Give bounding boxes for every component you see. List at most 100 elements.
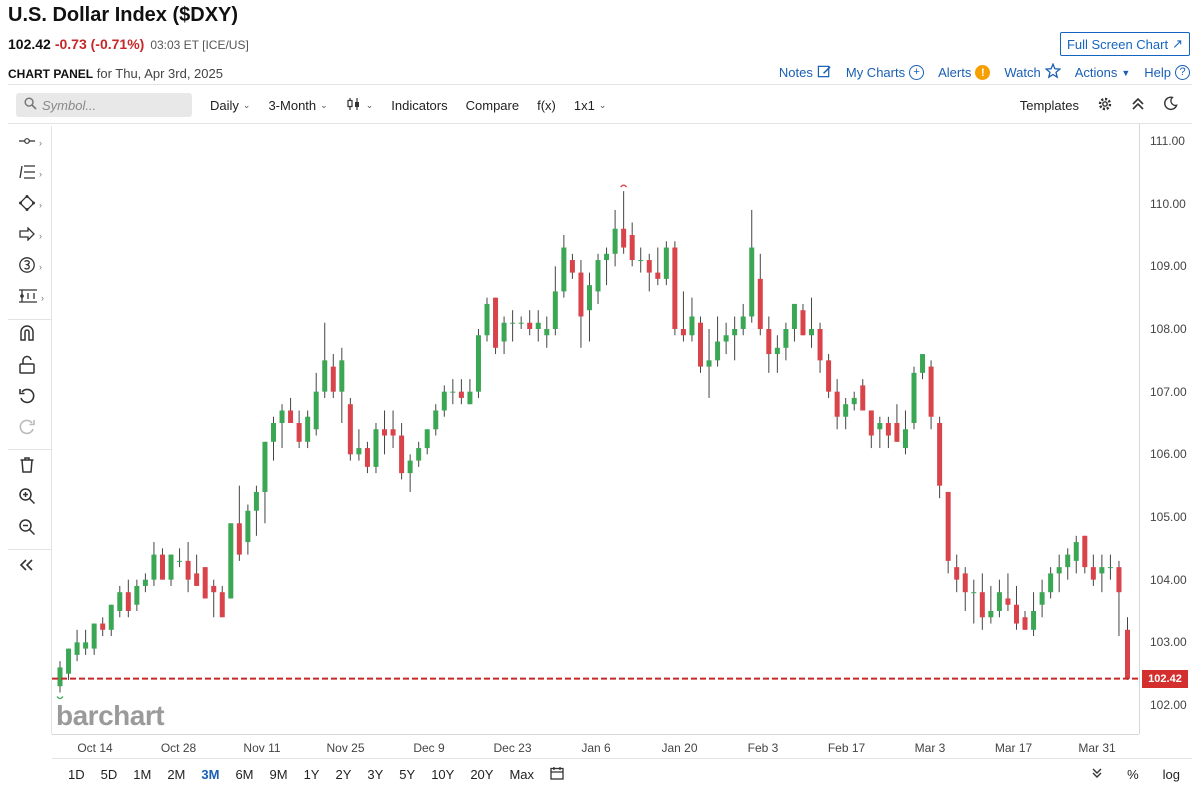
candle[interactable] (945, 491, 951, 574)
candle[interactable] (194, 554, 200, 586)
scroll-down-icon[interactable] (1091, 767, 1103, 782)
watch-link[interactable]: Watch (1004, 62, 1062, 82)
candlestick-chart[interactable] (52, 124, 1139, 734)
collapse-toolbar-button[interactable] (18, 556, 48, 578)
magnet-tool[interactable] (18, 324, 48, 347)
candle[interactable] (809, 297, 815, 348)
candle[interactable] (595, 253, 601, 304)
candle[interactable] (774, 335, 780, 373)
candle[interactable] (698, 316, 703, 373)
actions-menu[interactable]: Actions ▼ (1075, 65, 1131, 80)
candle[interactable] (271, 416, 276, 461)
candle[interactable] (1048, 567, 1054, 599)
zoom-out-button[interactable] (18, 518, 48, 540)
candle[interactable] (382, 410, 388, 455)
help-link[interactable]: Help ? (1144, 65, 1190, 80)
candle[interactable] (142, 573, 148, 593)
candle[interactable] (911, 366, 917, 430)
candle[interactable] (1125, 617, 1130, 680)
candle[interactable] (501, 316, 507, 355)
candle[interactable] (475, 329, 481, 398)
candle[interactable] (826, 354, 832, 398)
redo-button[interactable] (18, 418, 48, 440)
candle[interactable] (937, 416, 943, 499)
candle[interactable] (305, 410, 311, 449)
candle[interactable] (185, 542, 191, 593)
candle[interactable] (288, 397, 294, 423)
candle[interactable] (1056, 554, 1062, 593)
chart-area[interactable] (52, 124, 1139, 734)
date-axis[interactable]: Oct 14 Oct 28 Nov 11 Nov 25 Dec 9 Dec 23 Jan 6… (52, 734, 1139, 758)
candle[interactable] (202, 567, 208, 599)
chart-type-dropdown[interactable]: ⌄ (346, 97, 373, 114)
candle[interactable] (621, 191, 627, 254)
candle[interactable] (954, 554, 960, 593)
candle[interactable] (877, 416, 883, 449)
candle[interactable] (236, 485, 242, 561)
candle[interactable] (296, 410, 302, 449)
candle[interactable] (629, 222, 635, 267)
candle[interactable] (646, 253, 652, 292)
candle[interactable] (740, 303, 746, 336)
candle[interactable] (578, 260, 584, 348)
templates-button[interactable]: Templates (1019, 97, 1079, 113)
undo-button[interactable] (18, 387, 48, 409)
fib-tool[interactable]: › (18, 163, 48, 185)
candle[interactable] (57, 661, 63, 693)
candle[interactable] (680, 291, 686, 342)
candle[interactable] (322, 322, 328, 398)
candle[interactable] (313, 372, 319, 436)
count-tool[interactable]: › (18, 256, 48, 278)
candle[interactable] (1090, 554, 1096, 586)
candle[interactable] (860, 379, 866, 411)
interval-dropdown[interactable]: Daily ⌄ (210, 98, 250, 113)
candle[interactable] (569, 253, 575, 279)
range-button-2m[interactable]: 2M (167, 767, 186, 782)
price-axis[interactable]: 111.00 110.00 109.00 108.00 107.00 106.00 105.… (1139, 124, 1192, 734)
candle[interactable] (279, 404, 285, 449)
range-button-20y[interactable]: 20Y (470, 767, 494, 782)
candle[interactable] (1005, 573, 1011, 611)
percent-scale-toggle[interactable]: % (1127, 767, 1139, 782)
candle[interactable] (894, 404, 900, 442)
candle[interactable] (219, 585, 225, 618)
candle[interactable] (604, 247, 610, 286)
candle[interactable] (253, 485, 259, 536)
candle[interactable] (450, 379, 456, 405)
candle[interactable] (159, 548, 165, 580)
range-button-5y[interactable]: 5Y (399, 767, 416, 782)
candle[interactable] (544, 316, 550, 348)
candle[interactable] (364, 441, 370, 474)
candle[interactable] (1107, 554, 1113, 580)
candle[interactable] (330, 354, 336, 398)
candle[interactable] (347, 397, 353, 461)
candle[interactable] (441, 385, 447, 417)
candle[interactable] (108, 604, 114, 637)
calendar-icon[interactable] (550, 766, 564, 783)
candle[interactable] (749, 209, 755, 323)
candle[interactable] (766, 316, 772, 373)
candle[interactable] (1073, 535, 1079, 574)
range-dropdown[interactable]: 3-Month ⌄ (268, 98, 327, 113)
candle[interactable] (262, 441, 268, 524)
candle[interactable] (373, 423, 379, 474)
range-button-1y[interactable]: 1Y (303, 767, 320, 782)
candle[interactable] (586, 272, 592, 342)
candle[interactable] (1013, 585, 1019, 630)
candle[interactable] (979, 573, 985, 630)
candle[interactable] (561, 235, 567, 298)
layout-dropdown[interactable]: 1x1 ⌄ (574, 98, 607, 113)
dark-mode-moon-icon[interactable] (1163, 96, 1178, 114)
candle[interactable] (100, 617, 106, 637)
candle[interactable] (800, 303, 806, 336)
notes-link[interactable]: Notes (779, 64, 832, 82)
candle[interactable] (672, 241, 678, 336)
arrow-tool[interactable]: › (18, 225, 48, 247)
candle[interactable] (527, 310, 533, 336)
candle[interactable] (416, 441, 422, 467)
candle[interactable] (552, 266, 558, 336)
fx-button[interactable]: f(x) (537, 97, 556, 113)
candle[interactable] (424, 429, 430, 455)
candle[interactable] (1065, 548, 1071, 580)
candle[interactable] (83, 629, 89, 655)
